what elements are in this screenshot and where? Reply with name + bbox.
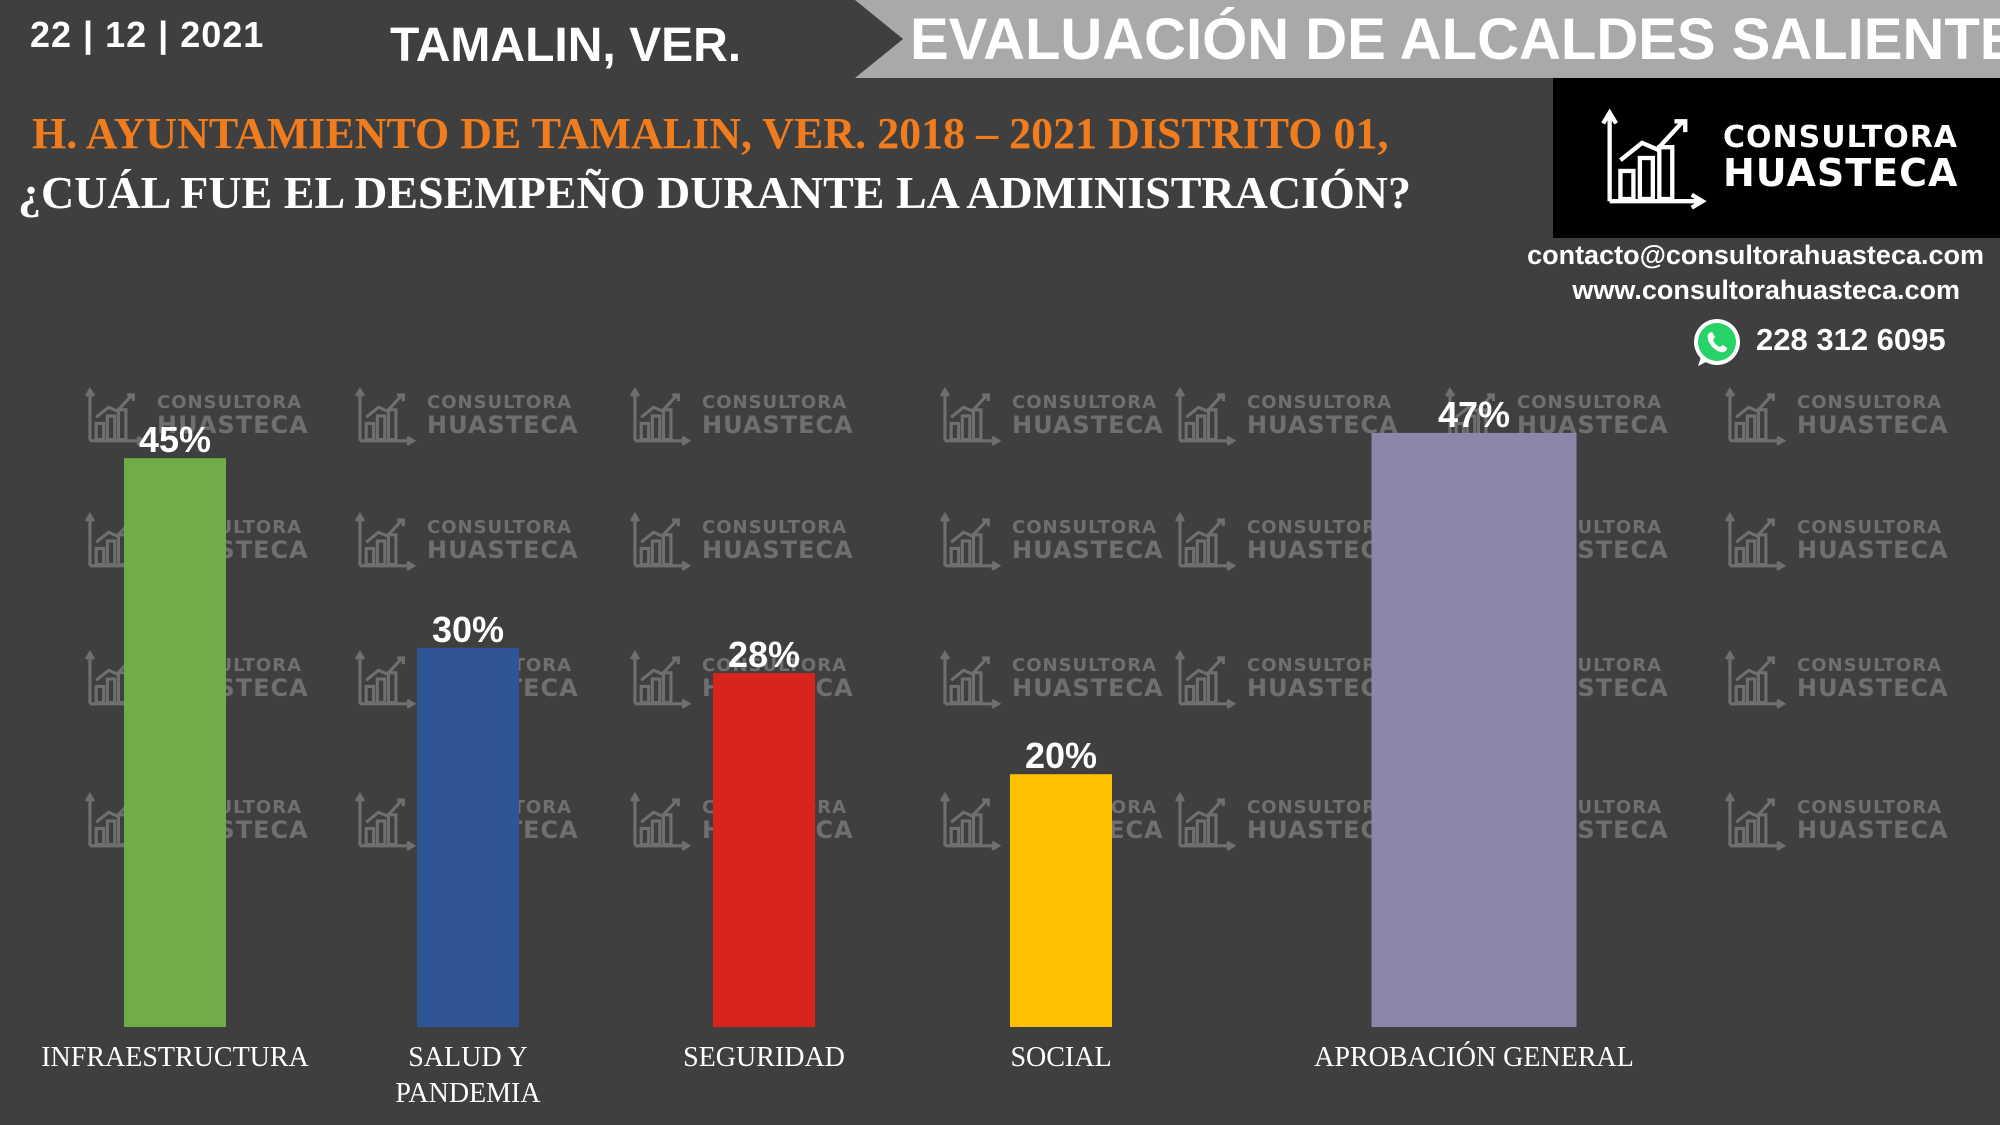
bar-4: [1371, 432, 1577, 1027]
watermark-line1: CONSULTORA: [427, 516, 573, 538]
category-label-1-0: SALUD Y: [408, 1042, 528, 1073]
watermark-line1: CONSULTORA: [1012, 654, 1158, 676]
watermark-line2: HUASTECA: [427, 535, 579, 564]
watermark-line1: CONSULTORA: [1012, 516, 1158, 538]
chart-logo-icon: [1725, 511, 1787, 571]
chart-logo-icon: [355, 649, 417, 709]
chart-logo-icon: [940, 386, 1002, 446]
brand-name-line2: HUASTECA: [1723, 150, 1959, 195]
place-title: TAMALIN, VER.: [390, 19, 742, 72]
banner-background: [855, 0, 2000, 78]
chart-question: ¿CUÁL FUE EL DESEMPEÑO DURANTE LA ADMINI…: [18, 167, 1411, 218]
category-label-2: SEGURIDAD: [683, 1042, 845, 1073]
watermark-line2: HUASTECA: [1797, 815, 1949, 844]
watermark-line1: CONSULTORA: [1797, 391, 1943, 413]
bar-2: [713, 673, 815, 1027]
brand-logo: CONSULTORA HUASTECA: [1553, 78, 2000, 238]
watermark-line2: HUASTECA: [702, 535, 854, 564]
watermark-line2: HUASTECA: [1012, 535, 1164, 564]
watermark-line1: CONSULTORA: [1247, 796, 1393, 818]
category-label-1-1: PANDEMIA: [395, 1078, 541, 1109]
watermark-line1: CONSULTORA: [427, 391, 573, 413]
chart-logo-icon: [355, 386, 417, 446]
category-label-4: APROBACIÓN GENERAL: [1314, 1042, 1634, 1073]
chart-logo-icon: [1725, 386, 1787, 446]
whatsapp-icon: [1694, 319, 1740, 366]
brand-name-line1: CONSULTORA: [1723, 120, 1959, 156]
watermark-line1: CONSULTORA: [1247, 391, 1393, 413]
chart-logo-icon: [1725, 649, 1787, 709]
chart-logo-icon: [1175, 386, 1237, 446]
value-label-2: 28%: [728, 634, 800, 675]
chart-logo-icon: [630, 511, 692, 571]
contact-website[interactable]: www.consultorahuasteca.com: [1572, 275, 1960, 305]
chart-logo-icon: [355, 511, 417, 571]
value-label-4: 47%: [1438, 394, 1510, 435]
watermark-line1: CONSULTORA: [1517, 391, 1663, 413]
value-label-3: 20%: [1025, 735, 1097, 776]
watermark-line1: CONSULTORA: [1797, 796, 1943, 818]
chart-logo-icon: [85, 386, 147, 446]
watermark-line1: CONSULTORA: [1797, 516, 1943, 538]
watermark-line2: HUASTECA: [427, 410, 579, 439]
banner-title: EVALUACIÓN DE ALCALDES SALIENTES: [910, 7, 2000, 72]
chart-subtitle: H. AYUNTAMIENTO DE TAMALIN, VER. 2018 – …: [32, 109, 1389, 158]
bar-3: [1010, 774, 1112, 1027]
watermark-line2: HUASTECA: [1797, 410, 1949, 439]
chart-logo-icon: [940, 649, 1002, 709]
watermark-line1: CONSULTORA: [702, 516, 848, 538]
chart-logo-icon: [1175, 649, 1237, 709]
bar-1: [417, 647, 519, 1027]
contact-email[interactable]: contacto@consultorahuasteca.com: [1527, 240, 1984, 270]
category-label-3: SOCIAL: [1010, 1042, 1111, 1073]
watermark-line1: CONSULTORA: [1247, 516, 1393, 538]
chart-logo-icon: [355, 791, 417, 851]
chart-logo-icon: [630, 649, 692, 709]
watermark-line1: CONSULTORA: [702, 391, 848, 413]
watermark-line2: HUASTECA: [1797, 535, 1949, 564]
watermark-line1: CONSULTORA: [1247, 654, 1393, 676]
value-label-0: 45%: [139, 419, 211, 460]
watermark-line1: CONSULTORA: [1012, 391, 1158, 413]
watermark-line2: HUASTECA: [702, 410, 854, 439]
watermark-line2: HUASTECA: [1797, 673, 1949, 702]
contact-phone[interactable]: 228 312 6095: [1756, 322, 1946, 357]
chart-logo-icon: [630, 791, 692, 851]
bar-0: [124, 458, 226, 1027]
category-label-0: INFRAESTRUCTURA: [41, 1042, 309, 1073]
watermark-line2: HUASTECA: [1012, 410, 1164, 439]
watermark-line2: HUASTECA: [157, 410, 309, 439]
chart-logo-icon: [940, 791, 1002, 851]
chart-logo-icon: [630, 386, 692, 446]
watermark-line1: CONSULTORA: [157, 391, 303, 413]
chart-logo-icon: [1175, 791, 1237, 851]
watermark-line1: CONSULTORA: [702, 654, 848, 676]
date: 22 | 12 | 2021: [30, 14, 265, 55]
watermark-line2: HUASTECA: [1012, 673, 1164, 702]
chart-logo-icon: [940, 511, 1002, 571]
value-label-1: 30%: [432, 609, 504, 650]
chart-logo-icon: [1725, 791, 1787, 851]
watermark-line1: CONSULTORA: [1797, 654, 1943, 676]
chart-logo-icon: [1175, 511, 1237, 571]
chart-logo-icon: [1601, 108, 1707, 210]
